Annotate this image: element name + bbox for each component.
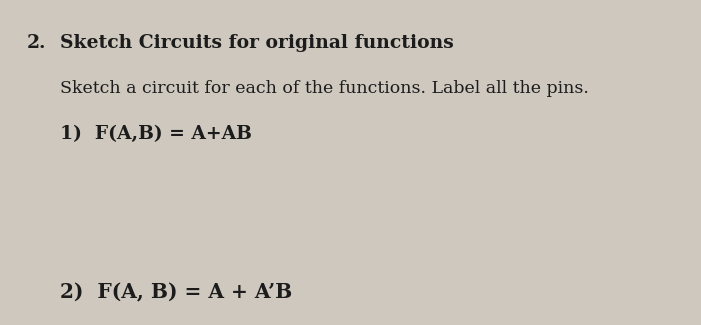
Text: 1)  F(A,B) = A+AB: 1) F(A,B) = A+AB <box>60 125 252 143</box>
Text: 2.: 2. <box>27 34 46 52</box>
Text: Sketch Circuits for original functions: Sketch Circuits for original functions <box>60 34 454 52</box>
Text: 2)  F(A, B) = A + A’B: 2) F(A, B) = A + A’B <box>60 283 292 303</box>
Text: Sketch a circuit for each of the functions. Label all the pins.: Sketch a circuit for each of the functio… <box>60 80 588 97</box>
